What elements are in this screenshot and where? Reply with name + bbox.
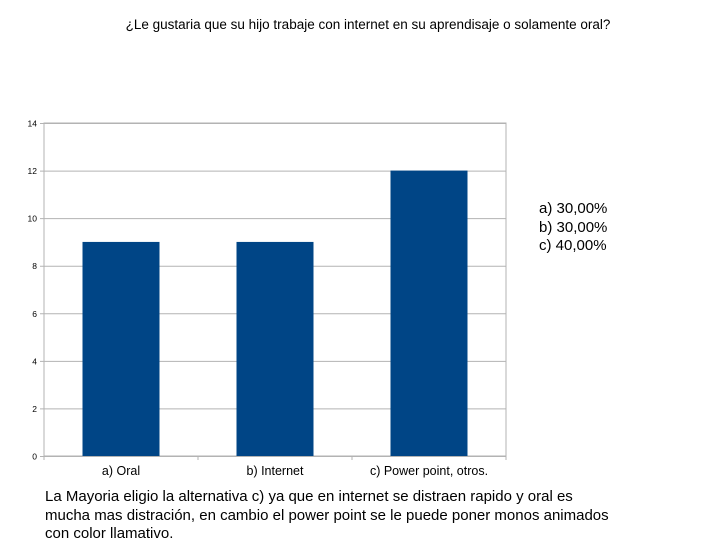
conclusion-line-1: La Mayoria eligio la alternativa c) ya q… xyxy=(45,488,573,505)
y-tick-label-2: 2 xyxy=(32,404,37,414)
bar-1 xyxy=(82,241,160,456)
y-tick-label-12: 12 xyxy=(28,166,38,176)
bar-2 xyxy=(236,241,314,456)
legend-item-a: a) 30,00% xyxy=(539,200,608,217)
legend-item-b: b) 30,00% xyxy=(539,218,608,236)
y-tick-label-10: 10 xyxy=(28,214,38,224)
y-tick-label-8: 8 xyxy=(32,261,37,271)
conclusion-line-2: mucha mas distración, en cambio el power… xyxy=(45,506,609,524)
x-category-label-3: c) Power point, otros. xyxy=(370,464,488,478)
conclusion-line-3: con color llamativo. xyxy=(45,525,174,542)
y-tick-label-0: 0 xyxy=(32,452,37,462)
legend-item-c: c) 40,00% xyxy=(539,237,607,254)
y-tick-label-14: 14 xyxy=(28,119,38,129)
conclusion-text: La Mayoria eligio la alternativa c) ya q… xyxy=(45,488,685,544)
y-tick-label-6: 6 xyxy=(32,309,37,319)
chart-title: ¿Le gustaria que su hijo trabaje con int… xyxy=(125,17,611,32)
x-category-label-1: a) Oral xyxy=(102,464,140,478)
y-tick-label-4: 4 xyxy=(32,356,37,366)
x-category-label-2: b) Internet xyxy=(247,464,305,478)
bar-3 xyxy=(390,170,468,457)
percentage-legend: a) 30,00% b) 30,00% c) 40,00% xyxy=(539,200,607,256)
